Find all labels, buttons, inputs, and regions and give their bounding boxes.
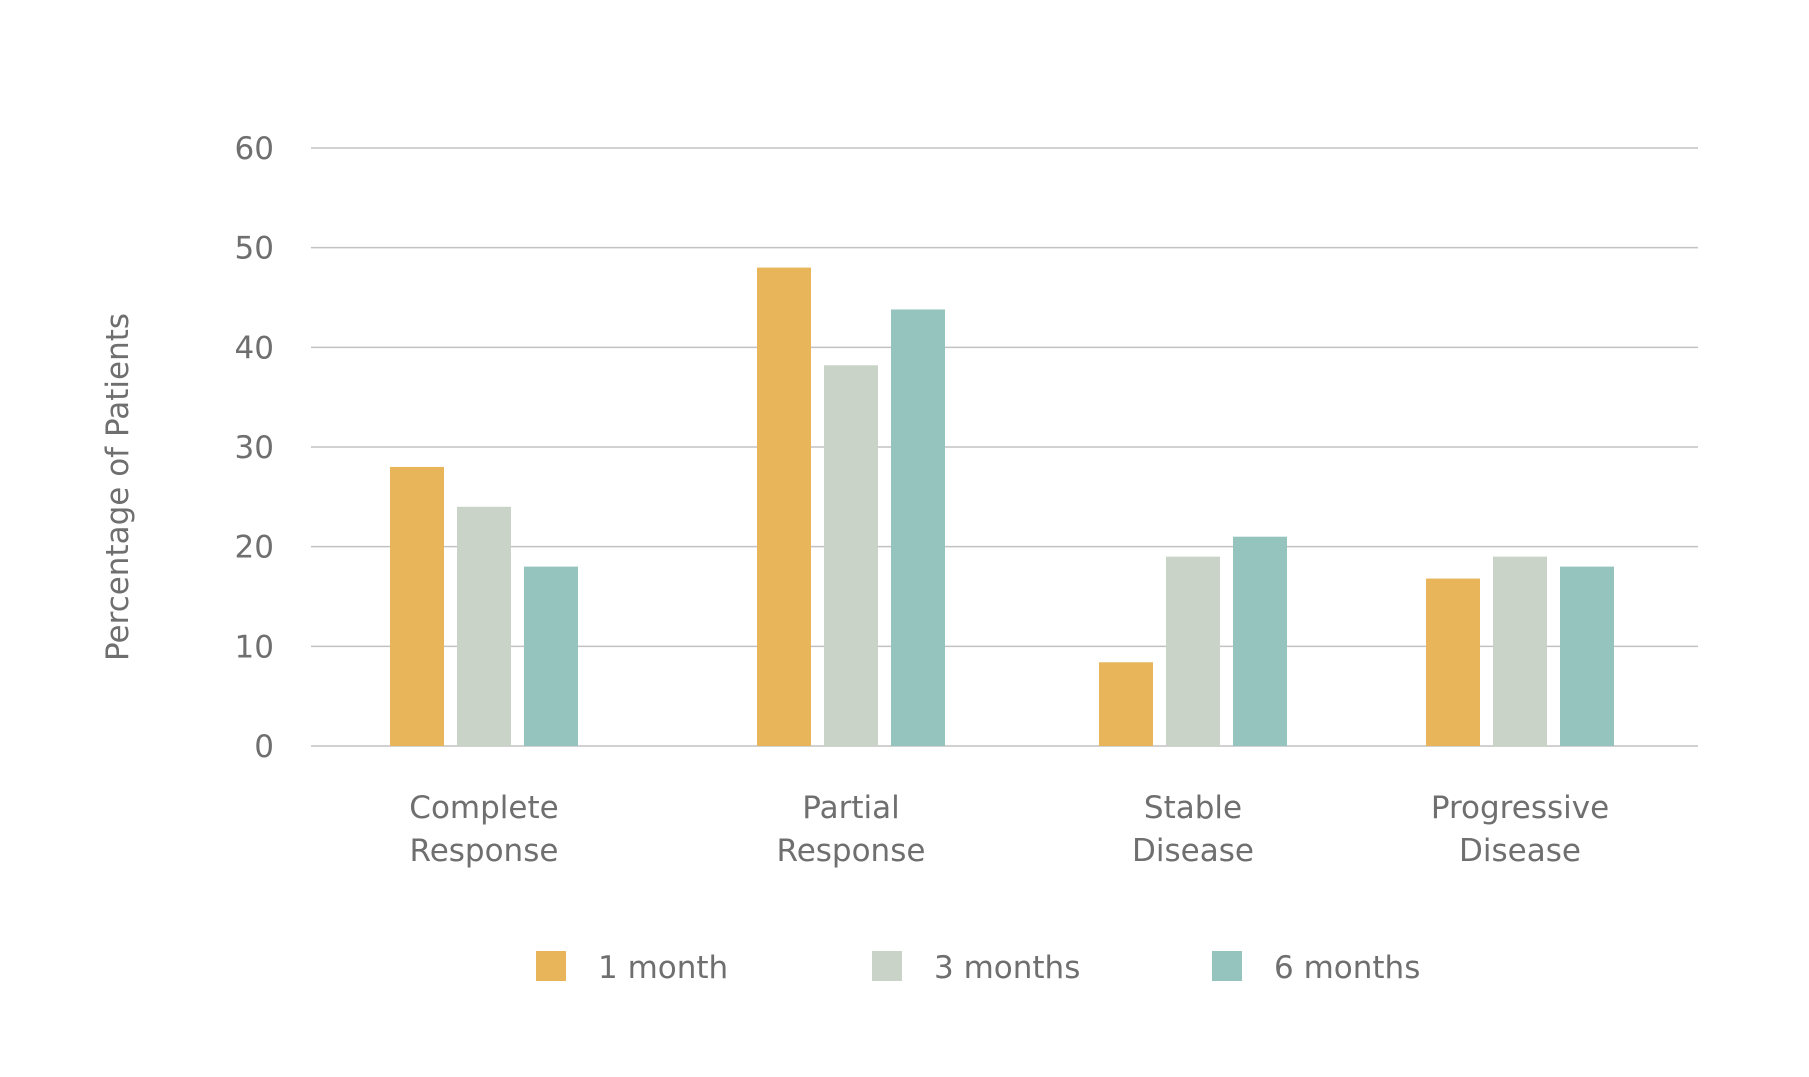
bar-6-months-progressive-disease [1560, 566, 1614, 746]
category-label: Stable [1144, 790, 1242, 826]
category-label: Progressive [1431, 790, 1609, 826]
legend-label: 1 month [598, 950, 728, 986]
bar-3-months-partial-response [824, 365, 878, 746]
y-tick-label: 30 [235, 430, 274, 466]
y-axis-ticks: 0 10 20 30 40 50 60 [235, 131, 274, 765]
category-label: Partial [802, 790, 899, 826]
bar-1-month-stable-disease [1099, 662, 1153, 746]
bar-1-month-complete-response [390, 466, 444, 746]
bar-6-months-complete-response [524, 566, 578, 746]
bar-3-months-complete-response [457, 506, 511, 746]
y-tick-label: 60 [235, 131, 274, 167]
category-label: Response [777, 833, 926, 869]
bar-6-months-partial-response [891, 309, 945, 746]
y-tick-label: 20 [235, 530, 274, 566]
legend-swatch [1212, 951, 1242, 981]
y-axis-title: Percentage of Patients [100, 313, 136, 661]
legend-swatch [536, 951, 566, 981]
legend: 1 month 3 months 6 months [536, 950, 1420, 986]
bar-1-month-partial-response [757, 267, 811, 746]
y-tick-label: 10 [235, 629, 274, 665]
category-label: Response [410, 833, 559, 869]
category-labels: Complete Response Partial Response Stable Dis… [409, 790, 1609, 869]
legend-label: 6 months [1274, 950, 1420, 986]
legend-swatch [872, 951, 902, 981]
category-label: Disease [1459, 833, 1581, 869]
bar-6-months-stable-disease [1233, 536, 1287, 746]
bar-3-months-stable-disease [1166, 556, 1220, 746]
y-tick-label: 40 [235, 330, 274, 366]
category-label: Complete [409, 790, 558, 826]
gridlines [311, 147, 1698, 747]
category-label: Disease [1132, 833, 1254, 869]
bars [390, 267, 1614, 746]
bar-3-months-progressive-disease [1493, 556, 1547, 746]
legend-label: 3 months [934, 950, 1080, 986]
y-tick-label: 50 [235, 231, 274, 267]
y-tick-label: 0 [254, 729, 274, 765]
bar-1-month-progressive-disease [1426, 578, 1480, 746]
